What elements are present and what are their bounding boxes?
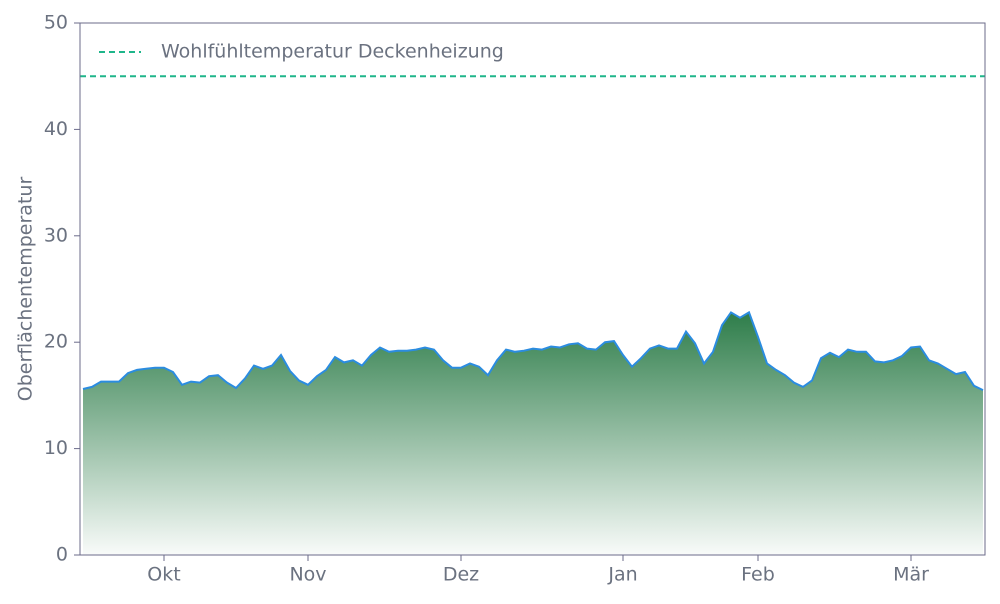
legend-label: Wohlfühltemperatur Deckenheizung: [161, 41, 504, 63]
area-fill: [83, 312, 983, 555]
x-tick-label: Okt: [147, 564, 180, 586]
x-tick-label: Nov: [289, 564, 326, 586]
x-tick-label: Jan: [607, 564, 637, 586]
plot-frame: [79, 22, 986, 556]
y-axis-label: Oberflächentemperatur: [15, 177, 37, 402]
y-tick-label: 40: [44, 118, 68, 140]
y-tick-label: 0: [56, 544, 68, 566]
y-tick-label: 30: [44, 224, 68, 246]
y-tick-label: 50: [44, 12, 68, 34]
y-tick-label: 20: [44, 331, 68, 353]
x-tick-label: Dez: [443, 564, 479, 586]
x-tick-label: Mär: [893, 564, 929, 586]
line: [82, 310, 984, 392]
x-tick-label: Feb: [741, 564, 775, 586]
y-tick-label: 10: [44, 437, 68, 459]
